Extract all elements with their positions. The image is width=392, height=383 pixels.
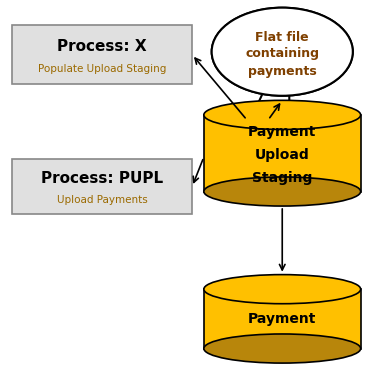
Text: Populate Upload Staging: Populate Upload Staging xyxy=(38,64,166,74)
Text: Payment: Payment xyxy=(248,125,316,139)
Ellipse shape xyxy=(204,100,361,129)
Text: Process: PUPL: Process: PUPL xyxy=(41,172,163,187)
Text: Payment: Payment xyxy=(248,312,316,326)
Text: Upload Payments: Upload Payments xyxy=(56,195,147,205)
Ellipse shape xyxy=(204,334,361,363)
FancyBboxPatch shape xyxy=(12,25,192,84)
Ellipse shape xyxy=(204,275,361,304)
Text: payments: payments xyxy=(248,65,317,78)
Text: containing: containing xyxy=(245,47,319,61)
Text: Process: X: Process: X xyxy=(57,39,147,54)
Text: Upload: Upload xyxy=(255,148,310,162)
Ellipse shape xyxy=(212,8,353,96)
Text: Staging: Staging xyxy=(252,171,312,185)
Text: Flat file: Flat file xyxy=(256,31,309,44)
Ellipse shape xyxy=(212,8,353,96)
Polygon shape xyxy=(204,289,361,349)
Polygon shape xyxy=(250,89,289,120)
Ellipse shape xyxy=(204,177,361,206)
FancyBboxPatch shape xyxy=(12,159,192,214)
Polygon shape xyxy=(204,115,361,192)
